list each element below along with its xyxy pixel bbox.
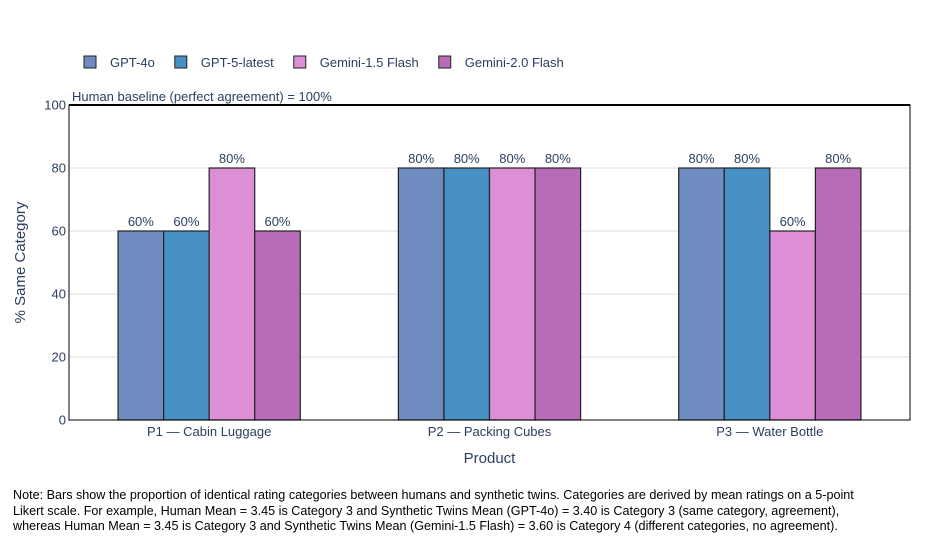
x-tick-label: P3 — Water Bottle: [716, 424, 823, 439]
legend-label: Gemini-2.0 Flash: [465, 55, 564, 70]
y-tick-label: 40: [52, 287, 66, 302]
bar: [163, 230, 210, 421]
y-tick-label: 0: [59, 413, 66, 428]
y-tick-label: 60: [52, 224, 66, 239]
x-tick-label: P2 — Packing Cubes: [428, 424, 552, 439]
legend-label: GPT-4o: [110, 55, 155, 70]
bar: [814, 167, 862, 421]
legend-swatch: [293, 55, 307, 69]
data-labels: 60% 60% 80% 60% 80% 80% 80% 80% 80% 80% 60% 80%: [128, 151, 852, 229]
bar: [769, 230, 816, 421]
x-axis-ticks: P1 — Cabin Luggage P2 — Packing Cubes P3 —…: [147, 424, 823, 439]
legend-swatch: [83, 55, 97, 69]
data-label: 80%: [734, 151, 760, 166]
bar: [534, 167, 582, 421]
y-axis-title: % Same Category: [12, 201, 29, 323]
data-label: 80%: [499, 151, 525, 166]
bar-chart: 60% 60% 80% 60% 80% 80% 80% 80% 80% 80% 60% 80% Hum…: [12, 55, 911, 467]
data-label: 80%: [219, 151, 245, 166]
legend-swatch: [174, 55, 188, 69]
data-label: 60%: [173, 214, 199, 229]
bar: [397, 167, 445, 421]
legend-label: GPT-5-latest: [201, 55, 274, 70]
y-axis-ticks: 0 20 40 60 80 100: [44, 98, 66, 428]
bar: [723, 167, 771, 421]
data-label: 60%: [128, 214, 154, 229]
bars: [117, 167, 862, 421]
bar: [488, 167, 536, 421]
data-label: 60%: [780, 214, 806, 229]
note-line: Likert scale. For example, Human Mean = …: [13, 503, 840, 518]
legend-label: Gemini-1.5 Flash: [320, 55, 419, 70]
y-tick-label: 100: [44, 98, 66, 113]
chart-note: Note: Bars show the proportion of identi…: [13, 488, 943, 535]
note-line: whereas Human Mean = 3.45 is Category 3 …: [13, 519, 838, 533]
data-label: 80%: [825, 151, 851, 166]
legend-swatch: [438, 55, 452, 69]
bar: [254, 230, 301, 421]
note-line: Note: Bars show the proportion of identi…: [13, 488, 854, 502]
data-label: 60%: [264, 214, 290, 229]
bar: [443, 167, 491, 421]
data-label: 80%: [545, 151, 571, 166]
x-tick-label: P1 — Cabin Luggage: [147, 424, 271, 439]
data-label: 80%: [454, 151, 480, 166]
human-baseline-label: Human baseline (perfect agreement) = 100…: [72, 89, 332, 104]
bar: [208, 167, 256, 421]
legend: GPT-4o GPT-5-latest Gemini-1.5 Flash Gemini…: [83, 55, 564, 70]
y-tick-label: 20: [52, 350, 66, 365]
plot-frame: [68, 104, 911, 421]
y-tick-label: 80: [52, 161, 66, 176]
data-label: 80%: [408, 151, 434, 166]
x-axis-title: Product: [464, 450, 517, 467]
bar: [678, 167, 725, 421]
bar: [117, 230, 165, 421]
data-label: 80%: [688, 151, 714, 166]
